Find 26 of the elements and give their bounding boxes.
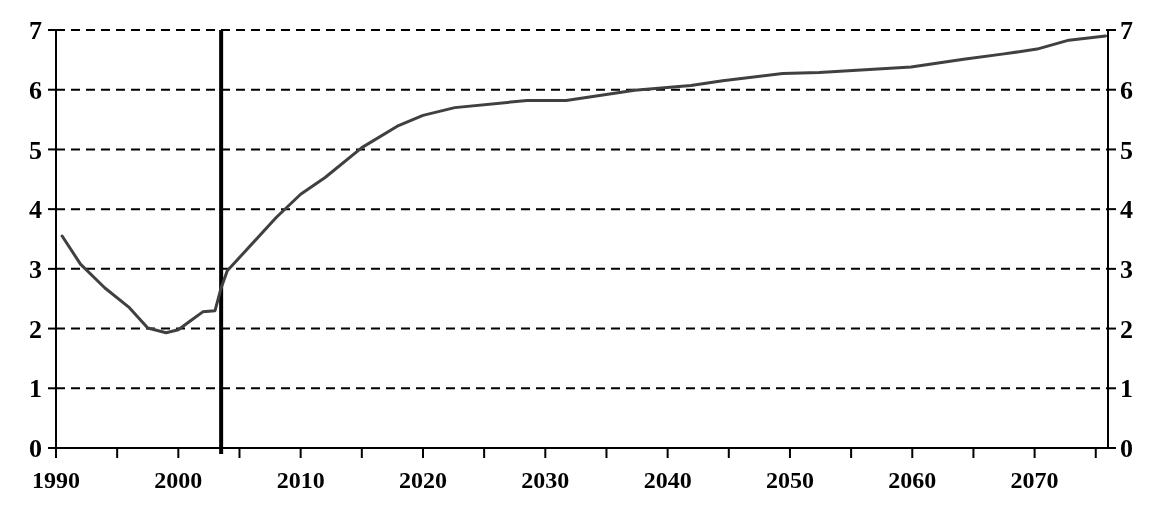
line-series bbox=[60, 34, 1108, 335]
y2-tick-label: 1 bbox=[1120, 374, 1133, 404]
y2-tick-label: 2 bbox=[1120, 314, 1133, 344]
y-tick-label: 1 bbox=[29, 374, 42, 404]
x-tick-label: 2060 bbox=[888, 467, 937, 493]
x-tick-label: 2000 bbox=[154, 467, 203, 493]
y-tick-label: 2 bbox=[29, 314, 42, 344]
y-tick-label: 6 bbox=[29, 75, 42, 105]
y2-tick-label: 6 bbox=[1120, 75, 1133, 105]
y-tick-label: 3 bbox=[29, 254, 42, 284]
y2-tick-label: 7 bbox=[1120, 16, 1133, 46]
x-tick-label: 1990 bbox=[32, 467, 80, 493]
y-tick-label: 7 bbox=[29, 16, 42, 46]
y-tick-label: 0 bbox=[29, 434, 42, 464]
x-tick-label: 2010 bbox=[276, 467, 325, 493]
x-tick-label: 2050 bbox=[765, 467, 814, 493]
y-tick-label: 5 bbox=[29, 135, 42, 165]
x-tick-label: 2030 bbox=[521, 467, 570, 493]
y2-tick-label: 5 bbox=[1120, 135, 1133, 165]
y-tick-label: 4 bbox=[29, 195, 42, 225]
y2-tick-label: 3 bbox=[1120, 254, 1133, 284]
x-tick-label: 2040 bbox=[643, 467, 692, 493]
x-tick-label: 2020 bbox=[398, 467, 447, 493]
y2-tick-label: 4 bbox=[1120, 195, 1133, 225]
x-tick-label: 2070 bbox=[1010, 467, 1059, 493]
y2-tick-label: 0 bbox=[1120, 434, 1133, 464]
